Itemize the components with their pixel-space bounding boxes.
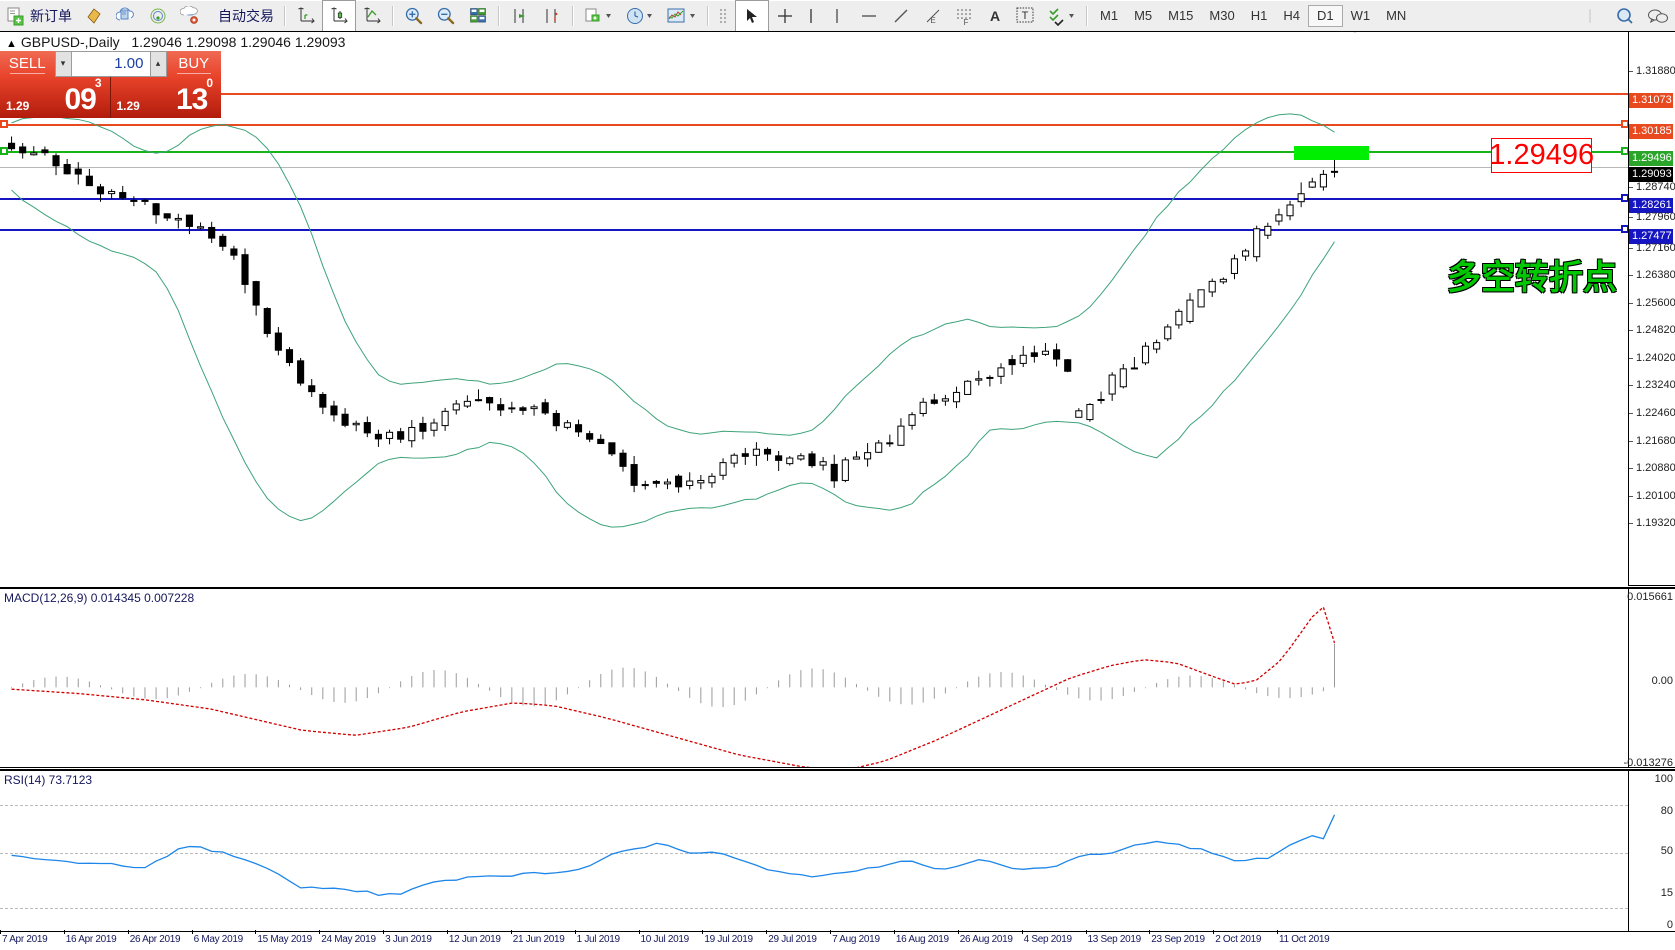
svg-text:E: E [930, 16, 935, 25]
svg-text:T: T [1022, 10, 1029, 22]
svg-text:F: F [964, 18, 969, 26]
svg-text:A: A [990, 8, 1000, 24]
